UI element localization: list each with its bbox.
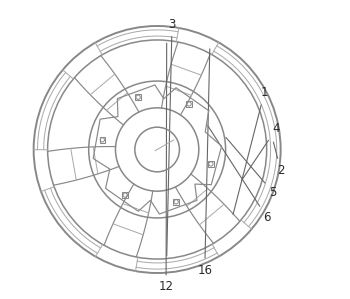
- Bar: [186, 101, 192, 107]
- Bar: [122, 192, 128, 198]
- Bar: [135, 94, 141, 100]
- Text: 1: 1: [233, 86, 268, 214]
- Text: 16: 16: [197, 49, 212, 277]
- Bar: [173, 199, 179, 205]
- Bar: [99, 137, 105, 143]
- Text: 2: 2: [273, 142, 285, 177]
- Text: 12: 12: [159, 43, 174, 294]
- Text: 6: 6: [208, 126, 271, 225]
- Bar: [208, 161, 214, 167]
- Text: 5: 5: [226, 137, 277, 199]
- Text: 4: 4: [241, 122, 280, 181]
- Text: 3: 3: [167, 18, 176, 256]
